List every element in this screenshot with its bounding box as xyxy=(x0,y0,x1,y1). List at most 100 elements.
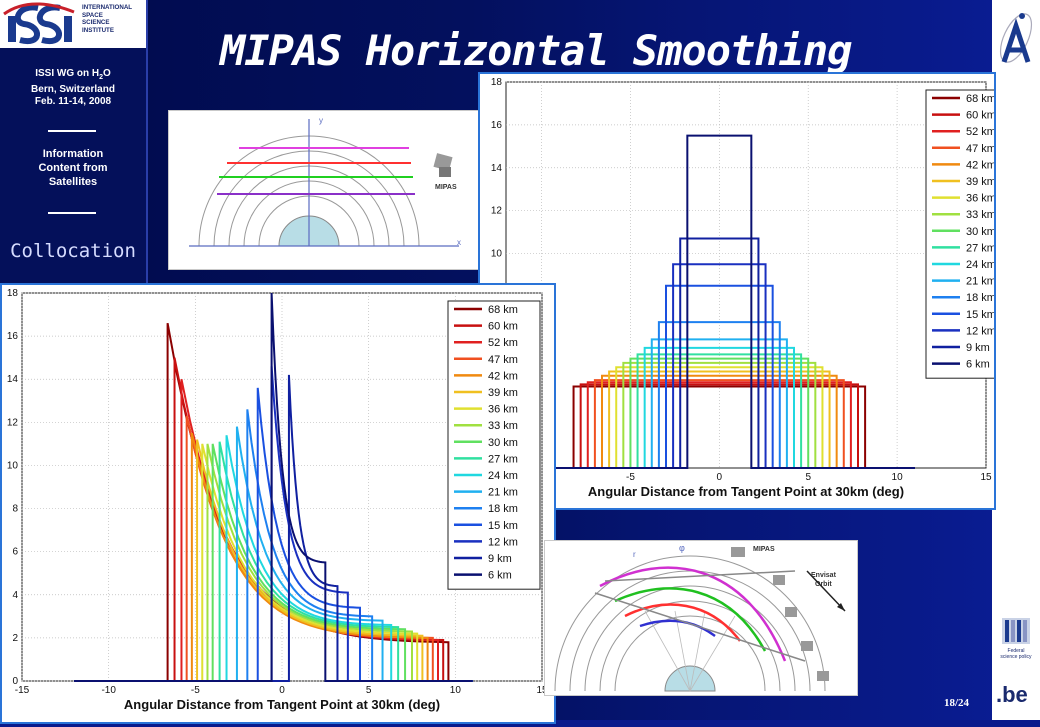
legend-label: 15 km xyxy=(966,309,994,321)
esa-logo-icon xyxy=(999,13,1033,63)
y-tick-label: 18 xyxy=(7,288,19,299)
orbit-label-1: Envisat xyxy=(811,572,837,579)
legend-label: 9 km xyxy=(488,553,512,565)
federal-science-policy-logo-icon: Federal science policy xyxy=(1000,618,1032,660)
series-line xyxy=(523,134,915,469)
legend-label: 47 km xyxy=(966,143,994,155)
section-label: Collocation xyxy=(10,240,136,262)
y-tick-label: 6 xyxy=(12,547,18,558)
legend-label: 39 km xyxy=(966,176,994,188)
divider xyxy=(48,212,96,214)
issi-logo-icon xyxy=(3,2,75,45)
x-tick-label: -5 xyxy=(191,685,200,696)
r-label: r xyxy=(633,550,636,559)
y-tick-label: 12 xyxy=(7,417,19,428)
legend-label: 21 km xyxy=(488,487,518,499)
legend-label: 21 km xyxy=(966,276,994,288)
y-tick-label: 16 xyxy=(7,331,19,342)
x-axis-label: x xyxy=(457,238,461,247)
series-line xyxy=(74,374,473,682)
series-line xyxy=(74,426,473,682)
legend-label: 33 km xyxy=(966,209,994,221)
legend-label: 60 km xyxy=(966,110,994,122)
series-line xyxy=(74,439,473,682)
logo-strip xyxy=(992,0,1040,720)
geometry-diagram-bottom-svg: r φ MIPAS Envisat Orbit xyxy=(554,543,846,692)
workshop-info: ISSI WG on H2O Bern, Switzerland Feb. 11… xyxy=(0,68,146,108)
institute-line-1: INTERNATIONAL xyxy=(82,4,133,11)
info-line-1: Information xyxy=(42,148,104,160)
info-line-3: Satellites xyxy=(48,176,98,188)
institute-line-4: INSTITUTE xyxy=(82,26,114,34)
y-tick-label: 0 xyxy=(12,676,18,687)
legend-label: 12 km xyxy=(966,325,994,337)
topic-info: Information Content from Satellites xyxy=(0,147,146,189)
geometry-diagram-top-svg: y x MIPAS xyxy=(189,116,461,247)
legend-label: 9 km xyxy=(966,342,990,354)
x-tick-label: 0 xyxy=(717,472,723,483)
workshop-line-2: Bern, Switzerland xyxy=(31,84,115,95)
y-tick-label: 2 xyxy=(12,633,18,644)
info-line-2: Content from xyxy=(38,162,108,174)
legend-label: 27 km xyxy=(966,242,994,254)
series-line xyxy=(74,366,473,682)
orbit-label-2: Orbit xyxy=(815,581,832,588)
y-tick-label: 14 xyxy=(491,163,503,174)
x-tick-label: 0 xyxy=(279,685,285,696)
legend-label: 30 km xyxy=(488,437,518,449)
y-tick-label: 8 xyxy=(12,504,18,515)
y-axis-label: y xyxy=(319,116,323,125)
legend-label: 42 km xyxy=(488,370,518,382)
federal-line-1: Federal xyxy=(1008,648,1025,654)
legend-label: 39 km xyxy=(488,387,518,399)
legend-label: 15 km xyxy=(488,520,518,532)
y-tick-label: 16 xyxy=(491,120,503,131)
series-line xyxy=(74,292,473,682)
series-line xyxy=(74,443,473,682)
x-tick-label: 15 xyxy=(536,685,548,696)
page-number: 18/24 xyxy=(944,697,970,709)
legend-label: 68 km xyxy=(966,93,994,105)
x-tick-label: -5 xyxy=(626,472,635,483)
geometry-diagram-top: y x MIPAS xyxy=(168,110,482,270)
legend-label: 6 km xyxy=(488,570,512,582)
x-tick-label: 5 xyxy=(805,472,811,483)
satellite-icon xyxy=(433,153,453,177)
x-tick-label: 5 xyxy=(366,685,372,696)
legend-label: 36 km xyxy=(488,404,518,416)
legend-label: 42 km xyxy=(966,159,994,171)
legend-label: 18 km xyxy=(488,503,518,515)
legend-label: 36 km xyxy=(966,193,994,205)
be-logo: .be xyxy=(996,682,1028,707)
series-line xyxy=(74,409,473,682)
legend-label: 60 km xyxy=(488,321,518,333)
legend-label: 52 km xyxy=(488,337,518,349)
chart-b: -15 -10 -5 0 5 10 15 0 2 4 6 8 10 12 14 16 18 Angular Dis… xyxy=(0,283,556,724)
x-axis-label: Angular Distance from Tangent Point at 3… xyxy=(588,484,904,499)
issi-logo: INTERNATIONAL SPACE SCIENCE INSTITUTE xyxy=(0,0,146,48)
legend-label: 47 km xyxy=(488,354,518,366)
legend-label: 30 km xyxy=(966,226,994,238)
x-tick-label: -10 xyxy=(101,685,116,696)
y-tick-label: 18 xyxy=(491,77,503,88)
legend-label: 68 km xyxy=(488,304,518,316)
legend-label: 52 km xyxy=(966,126,994,138)
federal-line-2: science policy xyxy=(1000,654,1032,660)
legend-label: 24 km xyxy=(966,259,994,271)
plot-area xyxy=(505,81,987,469)
satellite-icon xyxy=(731,547,829,681)
legend-label: 6 km xyxy=(966,359,990,371)
x-tick-label: 10 xyxy=(892,472,904,483)
legend-label: 24 km xyxy=(488,470,518,482)
instrument-label: MIPAS xyxy=(435,184,457,191)
institute-line-2: SPACE xyxy=(82,11,103,19)
x-tick-label: -15 xyxy=(15,685,30,696)
y-tick-label: 10 xyxy=(491,249,503,260)
legend-label: 18 km xyxy=(966,292,994,304)
chart-b-svg: -15 -10 -5 0 5 10 15 0 2 4 6 8 10 12 14 16 18 Angular Dis… xyxy=(7,288,548,712)
institute-line-3: SCIENCE xyxy=(82,19,110,27)
x-axis-label: Angular Distance from Tangent Point at 3… xyxy=(124,697,440,712)
phi-label: φ xyxy=(679,543,685,553)
